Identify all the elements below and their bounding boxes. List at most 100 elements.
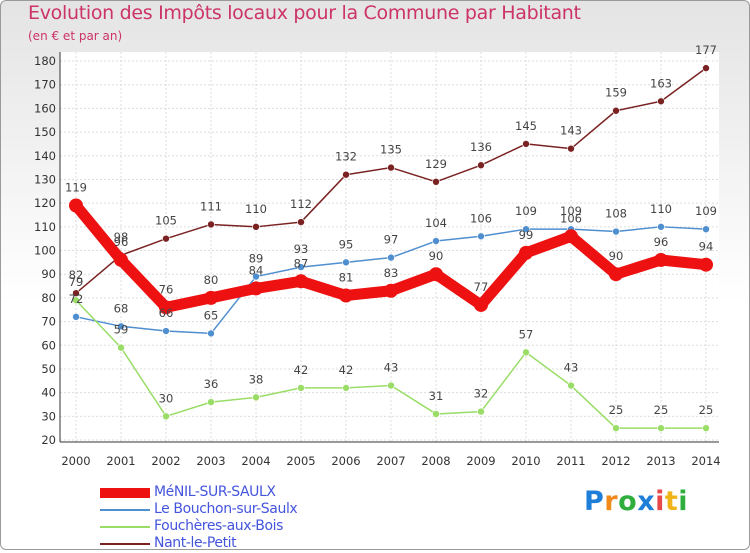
data-label: 108 <box>605 207 627 221</box>
legend-item: Fouchères-aux-Bois <box>100 518 360 536</box>
data-label: 65 <box>204 308 219 322</box>
data-label: 80 <box>204 273 219 287</box>
data-point <box>339 288 353 303</box>
data-label: 143 <box>560 124 582 138</box>
chart-title: Evolution des Impôts locaux pour la Comm… <box>28 2 581 24</box>
y-tick-label: 30 <box>41 409 56 423</box>
logo-letter: x <box>637 486 656 517</box>
data-label: 82 <box>69 268 84 282</box>
y-tick-label: 50 <box>41 362 56 376</box>
data-point <box>522 225 530 233</box>
data-point <box>477 232 485 241</box>
data-label: 30 <box>159 391 174 405</box>
data-label: 93 <box>294 242 309 256</box>
data-point <box>702 424 710 432</box>
data-label: 104 <box>425 216 447 230</box>
y-tick-label: 170 <box>34 78 56 92</box>
data-point <box>564 229 578 244</box>
data-label: 57 <box>519 327 534 341</box>
data-label: 132 <box>335 150 357 164</box>
data-label: 77 <box>474 280 489 294</box>
data-label: 97 <box>384 233 399 247</box>
data-label: 87 <box>294 256 309 270</box>
data-label: 84 <box>249 263 264 277</box>
y-tick-label: 60 <box>41 338 56 352</box>
data-label: 68 <box>114 301 129 315</box>
legend-swatch <box>100 509 150 511</box>
data-point <box>69 198 83 213</box>
y-tick-label: 140 <box>34 149 56 163</box>
x-tick-label: 2008 <box>421 454 450 468</box>
legend-item: MéNIL-SUR-SAULX <box>100 484 360 502</box>
data-label: 98 <box>114 230 129 244</box>
data-label: 119 <box>65 180 87 194</box>
data-label: 96 <box>654 235 669 249</box>
data-point <box>474 297 488 312</box>
data-point <box>609 267 623 282</box>
data-label: 106 <box>560 211 582 225</box>
x-tick-label: 2014 <box>691 454 720 468</box>
data-label: 112 <box>290 197 312 211</box>
data-point <box>387 253 395 262</box>
data-point <box>162 234 170 243</box>
data-point <box>657 223 665 231</box>
data-label: 66 <box>159 306 174 320</box>
data-point <box>612 227 620 236</box>
data-label: 43 <box>564 361 579 375</box>
y-tick-label: 90 <box>41 267 56 281</box>
data-label: 25 <box>654 403 669 417</box>
y-tick-label: 20 <box>41 433 56 447</box>
data-point <box>72 313 80 321</box>
data-point <box>159 300 173 315</box>
data-point <box>699 257 713 272</box>
data-point <box>612 106 620 115</box>
data-label: 109 <box>695 204 717 218</box>
logo-letter: P <box>584 486 605 517</box>
data-point <box>297 263 305 271</box>
data-label: 81 <box>339 271 354 285</box>
data-point <box>249 281 263 296</box>
data-label: 111 <box>200 199 222 213</box>
data-point <box>72 289 80 297</box>
data-point <box>477 161 485 170</box>
data-point <box>432 178 440 186</box>
data-point <box>522 348 530 357</box>
x-tick-label: 2011 <box>556 454 585 468</box>
x-tick-label: 2003 <box>196 454 225 468</box>
proxiti-logo: Proxiti <box>584 486 688 517</box>
y-tick-label: 70 <box>41 315 56 329</box>
data-point <box>702 225 710 233</box>
data-label: 43 <box>384 361 399 375</box>
data-point <box>252 223 260 231</box>
data-point <box>252 393 260 402</box>
x-tick-label: 2004 <box>241 454 270 468</box>
data-point <box>702 64 710 72</box>
data-point <box>117 343 125 352</box>
x-tick-label: 2007 <box>376 454 405 468</box>
y-tick-label: 150 <box>34 125 56 139</box>
series-0 <box>69 198 713 315</box>
data-label: 95 <box>339 237 354 251</box>
y-tick-label: 180 <box>34 54 56 68</box>
data-point <box>114 252 128 267</box>
data-point <box>432 410 440 418</box>
data-label: 76 <box>159 282 174 296</box>
logo-letter: i <box>655 486 665 517</box>
data-label: 145 <box>515 119 537 133</box>
data-label: 96 <box>114 235 129 249</box>
data-label: 163 <box>650 76 672 90</box>
data-point <box>162 327 170 335</box>
logo-letter: r <box>604 486 619 517</box>
legend-label: Fouchères-aux-Bois <box>154 518 284 534</box>
data-point <box>297 218 305 226</box>
y-tick-label: 120 <box>34 196 56 210</box>
data-label: 129 <box>425 157 447 171</box>
legend-item: Le Bouchon-sur-Saulx <box>100 501 360 519</box>
x-tick-label: 2001 <box>106 454 135 468</box>
data-label: 105 <box>155 214 177 228</box>
data-point <box>429 267 443 282</box>
y-tick-label: 110 <box>34 220 56 234</box>
data-label: 94 <box>699 240 714 254</box>
legend-label: Nant-le-Petit <box>154 535 237 551</box>
data-point <box>342 258 350 267</box>
